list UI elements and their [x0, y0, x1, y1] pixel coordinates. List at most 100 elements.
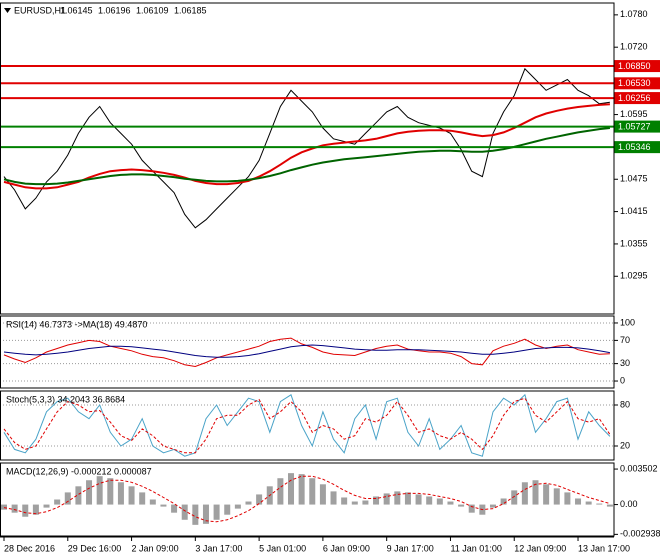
level-label: 1.06256 — [618, 93, 651, 103]
y-tick-label: 0.00 — [620, 499, 638, 509]
histogram-bar — [277, 478, 284, 505]
histogram-bar — [468, 504, 475, 513]
level-label: 1.06530 — [618, 78, 651, 88]
histogram-bar — [596, 503, 603, 505]
x-tick-label: 3 Jan 17:00 — [195, 543, 242, 553]
histogram-bar — [224, 504, 231, 515]
histogram-bar — [585, 501, 592, 505]
indicator-title: RSI(14) 46.7373 ->MA(18) 49.4870 — [6, 319, 147, 329]
histogram-bar — [22, 504, 29, 517]
y-tick-label: -0.002938 — [620, 529, 660, 539]
histogram-bar — [117, 482, 124, 505]
series-line — [3, 344, 610, 358]
histogram-bar — [553, 488, 560, 505]
histogram-bar — [86, 480, 93, 505]
y-tick-label: 30 — [620, 358, 630, 368]
histogram-bar — [415, 494, 422, 505]
y-tick-label: 1.0475 — [620, 174, 648, 184]
chart-title: EURUSD,H1 — [14, 5, 66, 15]
panel-frame — [0, 315, 615, 389]
series-line — [3, 397, 611, 454]
histogram-bar — [521, 482, 528, 505]
histogram-bar — [447, 501, 454, 505]
histogram-bar — [373, 496, 380, 505]
level-label: 1.05727 — [618, 121, 651, 131]
panel-frame — [0, 2, 615, 315]
histogram-bar — [192, 504, 199, 525]
x-tick-label: 13 Jan 17:00 — [578, 543, 630, 553]
histogram-bar — [160, 504, 167, 507]
series-line — [3, 475, 611, 523]
histogram-bar — [298, 474, 305, 505]
histogram-bar — [43, 504, 50, 508]
x-tick-label: 9 Jan 17:00 — [387, 543, 434, 553]
histogram-bar — [256, 494, 263, 505]
histogram-bar — [54, 499, 61, 505]
histogram-bar — [11, 504, 18, 513]
ohlc-value: 1.06196 — [98, 5, 131, 15]
y-tick-label: 80 — [620, 399, 630, 409]
y-tick-label: 1.0720 — [620, 42, 648, 52]
panel-frame — [0, 462, 615, 537]
histogram-bar — [128, 486, 135, 505]
x-tick-label: 2 Jan 09:00 — [132, 543, 179, 553]
series-line — [3, 393, 611, 457]
histogram-bar — [404, 492, 411, 505]
histogram-bar — [309, 478, 316, 505]
histogram-bar — [288, 473, 295, 505]
level-label-box — [614, 141, 660, 154]
ohlc-value: 1.06109 — [136, 5, 169, 15]
level-label-box — [614, 60, 660, 73]
histogram-bar — [139, 492, 146, 505]
level-label: 1.06850 — [618, 61, 651, 71]
histogram-bar — [213, 504, 220, 520]
histogram-bar — [245, 501, 252, 505]
histogram-bar — [202, 504, 209, 524]
histogram-bar — [489, 504, 496, 508]
histogram-bar — [362, 500, 369, 505]
x-tick-label: 11 Jan 01:00 — [450, 543, 501, 553]
histogram-bar — [64, 492, 71, 505]
indicator-title: Stoch(5,3,3) 34.2043 36.8684 — [6, 394, 125, 404]
y-tick-label: 1.0780 — [620, 9, 648, 19]
histogram-bar — [575, 498, 582, 505]
histogram-bar — [330, 491, 337, 505]
histogram-bar — [532, 480, 539, 505]
menu-triangle — [4, 8, 11, 13]
histogram-bar — [319, 484, 326, 505]
y-tick-label: 1.0415 — [620, 206, 648, 216]
series-line — [3, 103, 610, 190]
level-label: 1.05346 — [618, 142, 651, 152]
panel-frame — [0, 390, 615, 461]
ohlc-value: 1.06185 — [174, 5, 207, 15]
y-tick-label: 0.003502 — [620, 463, 658, 473]
histogram-bar — [564, 492, 571, 505]
level-label-box — [614, 120, 660, 133]
histogram-bar — [394, 491, 401, 505]
y-tick-label: 1.0595 — [620, 109, 648, 119]
histogram-bar — [543, 484, 550, 505]
indicator-title: MACD(12,26,9) -0.000212 0.000087 — [6, 466, 152, 476]
x-tick-label: 29 Dec 16:00 — [68, 543, 122, 553]
histogram-bar — [181, 504, 188, 520]
histogram-bar — [171, 504, 178, 513]
histogram-bar — [234, 504, 241, 509]
y-tick-label: 0 — [620, 375, 625, 385]
y-tick-label: 20 — [620, 440, 630, 450]
x-tick-label: 28 Dec 2016 — [4, 543, 55, 553]
histogram-bar — [426, 496, 433, 505]
histogram-bar — [606, 504, 613, 507]
histogram-bar — [351, 501, 358, 505]
x-tick-label: 12 Jan 09:00 — [514, 543, 566, 553]
histogram-bar — [107, 478, 114, 505]
y-tick-label: 70 — [620, 335, 630, 345]
histogram-bar — [458, 504, 465, 507]
histogram-bar — [32, 504, 39, 515]
histogram-bar — [500, 498, 507, 505]
y-tick-label: 100 — [620, 317, 635, 327]
ohlc-value: 1.06145 — [60, 5, 93, 15]
histogram-bar — [511, 490, 518, 505]
histogram-bar — [75, 486, 82, 505]
level-label-box — [614, 77, 660, 90]
